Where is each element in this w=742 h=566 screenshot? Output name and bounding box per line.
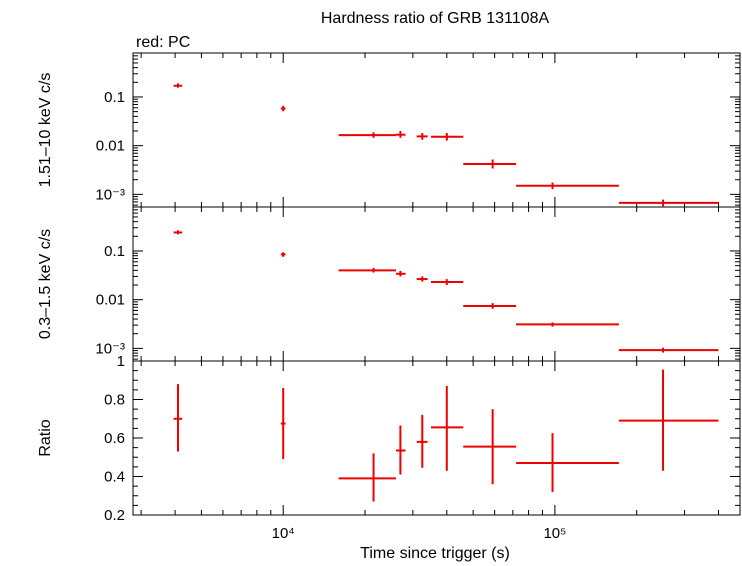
y-tick-label: 0.4: [104, 469, 125, 486]
y-tick-label: 10⁻³: [95, 340, 125, 357]
data-point: [463, 409, 517, 485]
data-point: [618, 369, 719, 471]
data-point: [338, 453, 396, 502]
data-point: [173, 83, 183, 88]
x-tick-label: 10⁴: [272, 525, 295, 542]
panel-3: 0.2 0.4 0.6 0.8 1 Ratio: [37, 353, 741, 524]
data-point: [280, 252, 286, 257]
y-tick-label: 0.6: [104, 430, 125, 447]
data-point: [280, 387, 286, 460]
data-point: [395, 131, 406, 138]
panel-frame: [132, 360, 741, 516]
panel-1: 0.1 0.01 10⁻³ 1.51–10 keV c/s: [37, 52, 741, 208]
data-point: [395, 270, 406, 277]
chart-title: Hardness ratio of GRB 131108A: [321, 10, 550, 27]
data-point: [516, 433, 619, 492]
data-point: [395, 425, 406, 475]
panel-frame: [132, 52, 741, 208]
panel-2: 0.1 0.01 10⁻³ 0.3–1.5 keV c/s: [37, 206, 741, 362]
y-tick-label: 0.01: [96, 292, 125, 309]
data-point: [618, 347, 719, 353]
panel-frame: [132, 206, 741, 362]
data-point: [173, 230, 183, 235]
y-tick-label: 10⁻³: [95, 186, 125, 203]
y-tick-label: 0.1: [104, 89, 125, 106]
y-axis-label: 1.51–10 keV c/s: [37, 73, 54, 188]
chart-panels: 0.1 0.01 10⁻³ 1.51–10 keV c/s 0.1 0.01 10⁻³ 0.3…: [37, 52, 741, 542]
data-point: [173, 384, 183, 452]
data-point: [618, 199, 719, 207]
y-tick-label: 1: [117, 353, 125, 370]
x-axis-label: Time since trigger (s): [360, 545, 510, 562]
y-tick-label: 0.8: [104, 392, 125, 409]
data-point: [338, 267, 396, 273]
data-point: [338, 132, 396, 138]
chart-subtitle: red: PC: [136, 34, 190, 51]
y-tick-label: 0.01: [96, 138, 125, 155]
data-point: [463, 303, 517, 309]
y-axis-label: Ratio: [37, 419, 54, 456]
data-point: [516, 322, 619, 327]
data-point: [416, 276, 428, 282]
y-axis-label: 0.3–1.5 keV c/s: [37, 229, 54, 339]
data-point: [516, 182, 619, 190]
data-point: [463, 159, 517, 169]
y-tick-label: 0.1: [104, 243, 125, 260]
data-point: [416, 133, 428, 140]
data-point: [280, 105, 286, 112]
y-tick-label: 0.2: [104, 507, 125, 524]
data-point: [416, 414, 428, 468]
x-tick-label: 10⁵: [543, 525, 566, 542]
data-point: [431, 133, 464, 141]
data-point: [431, 279, 464, 286]
data-point: [431, 386, 464, 471]
